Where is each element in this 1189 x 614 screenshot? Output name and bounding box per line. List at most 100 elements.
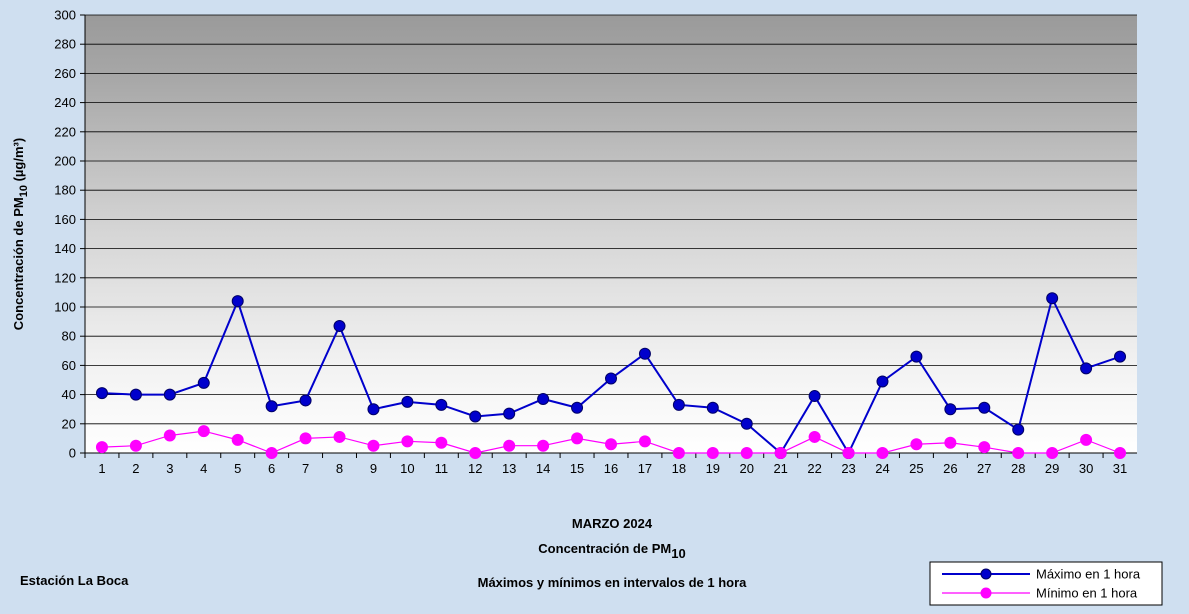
- data-point: [741, 418, 752, 429]
- data-point: [538, 393, 549, 404]
- data-point: [300, 395, 311, 406]
- data-point: [402, 396, 413, 407]
- x-tick-label: 4: [200, 461, 207, 476]
- data-point: [470, 411, 481, 422]
- data-point: [1047, 293, 1058, 304]
- data-point: [741, 448, 752, 459]
- chart-subtitle-2: Máximos y mínimos en intervalos de 1 hor…: [478, 575, 748, 590]
- y-tick-label: 220: [54, 124, 76, 139]
- x-tick-label: 2: [132, 461, 139, 476]
- y-tick-label: 40: [62, 387, 76, 402]
- data-point: [130, 389, 141, 400]
- legend-marker: [981, 569, 991, 579]
- data-point: [673, 448, 684, 459]
- y-tick-label: 0: [69, 446, 76, 461]
- x-tick-label: 1: [98, 461, 105, 476]
- data-point: [334, 320, 345, 331]
- x-tick-label: 29: [1045, 461, 1059, 476]
- x-tick-label: 8: [336, 461, 343, 476]
- data-point: [639, 436, 650, 447]
- plot-area: [85, 15, 1137, 453]
- data-point: [96, 442, 107, 453]
- data-point: [979, 402, 990, 413]
- data-point: [266, 448, 277, 459]
- y-tick-label: 100: [54, 300, 76, 315]
- data-point: [911, 439, 922, 450]
- data-point: [979, 442, 990, 453]
- data-point: [334, 431, 345, 442]
- data-point: [368, 440, 379, 451]
- data-point: [945, 404, 956, 415]
- data-point: [470, 448, 481, 459]
- data-point: [436, 399, 447, 410]
- data-point: [1115, 351, 1126, 362]
- subtitle-sub: 10: [671, 546, 685, 561]
- chart-title: MARZO 2024: [572, 516, 653, 531]
- x-tick-label: 14: [536, 461, 550, 476]
- x-tick-label: 11: [435, 461, 449, 476]
- data-point: [945, 437, 956, 448]
- legend-label: Mínimo en 1 hora: [1036, 586, 1138, 601]
- x-tick-label: 24: [875, 461, 889, 476]
- data-point: [198, 377, 209, 388]
- x-tick-label: 10: [400, 461, 414, 476]
- x-tick-label: 19: [706, 461, 720, 476]
- data-point: [504, 440, 515, 451]
- data-point: [1081, 363, 1092, 374]
- chart: 0204060801001201401601802002202402602803…: [0, 0, 1189, 614]
- y-tick-label: 240: [54, 95, 76, 110]
- data-point: [300, 433, 311, 444]
- y-label-end: (µg/m³): [11, 138, 26, 185]
- x-tick-label: 27: [977, 461, 991, 476]
- data-point: [911, 351, 922, 362]
- data-point: [572, 433, 583, 444]
- x-tick-label: 17: [638, 461, 652, 476]
- y-tick-label: 20: [62, 416, 76, 431]
- data-point: [639, 348, 650, 359]
- data-point: [402, 436, 413, 447]
- x-tick-label: 18: [672, 461, 686, 476]
- data-point: [606, 373, 617, 384]
- y-tick-label: 140: [54, 241, 76, 256]
- data-point: [1047, 448, 1058, 459]
- y-tick-label: 60: [62, 358, 76, 373]
- data-point: [809, 431, 820, 442]
- data-point: [368, 404, 379, 415]
- data-point: [1115, 448, 1126, 459]
- x-tick-label: 16: [604, 461, 618, 476]
- x-tick-label: 30: [1079, 461, 1093, 476]
- x-tick-label: 6: [268, 461, 275, 476]
- data-point: [130, 440, 141, 451]
- data-point: [1081, 434, 1092, 445]
- x-tick-label: 15: [570, 461, 584, 476]
- y-tick-label: 160: [54, 212, 76, 227]
- data-point: [707, 448, 718, 459]
- x-tick-label: 21: [773, 461, 787, 476]
- data-point: [232, 434, 243, 445]
- data-point: [266, 401, 277, 412]
- x-tick-label: 13: [502, 461, 516, 476]
- data-point: [809, 391, 820, 402]
- y-tick-label: 200: [54, 154, 76, 169]
- x-tick-label: 28: [1011, 461, 1025, 476]
- data-point: [877, 376, 888, 387]
- x-tick-label: 7: [302, 461, 309, 476]
- data-point: [775, 448, 786, 459]
- legend-label: Máximo en 1 hora: [1036, 567, 1141, 582]
- data-point: [707, 402, 718, 413]
- data-point: [96, 388, 107, 399]
- data-point: [1013, 424, 1024, 435]
- subtitle-text: Concentración de PM: [538, 541, 671, 556]
- x-tick-label: 9: [370, 461, 377, 476]
- data-point: [504, 408, 515, 419]
- data-point: [198, 426, 209, 437]
- x-tick-label: 31: [1113, 461, 1127, 476]
- data-point: [538, 440, 549, 451]
- data-point: [164, 430, 175, 441]
- y-label-sub: 10: [18, 185, 30, 197]
- y-tick-label: 280: [54, 37, 76, 52]
- x-tick-label: 25: [909, 461, 923, 476]
- x-tick-label: 23: [841, 461, 855, 476]
- x-tick-label: 20: [740, 461, 754, 476]
- legend-marker: [981, 588, 991, 598]
